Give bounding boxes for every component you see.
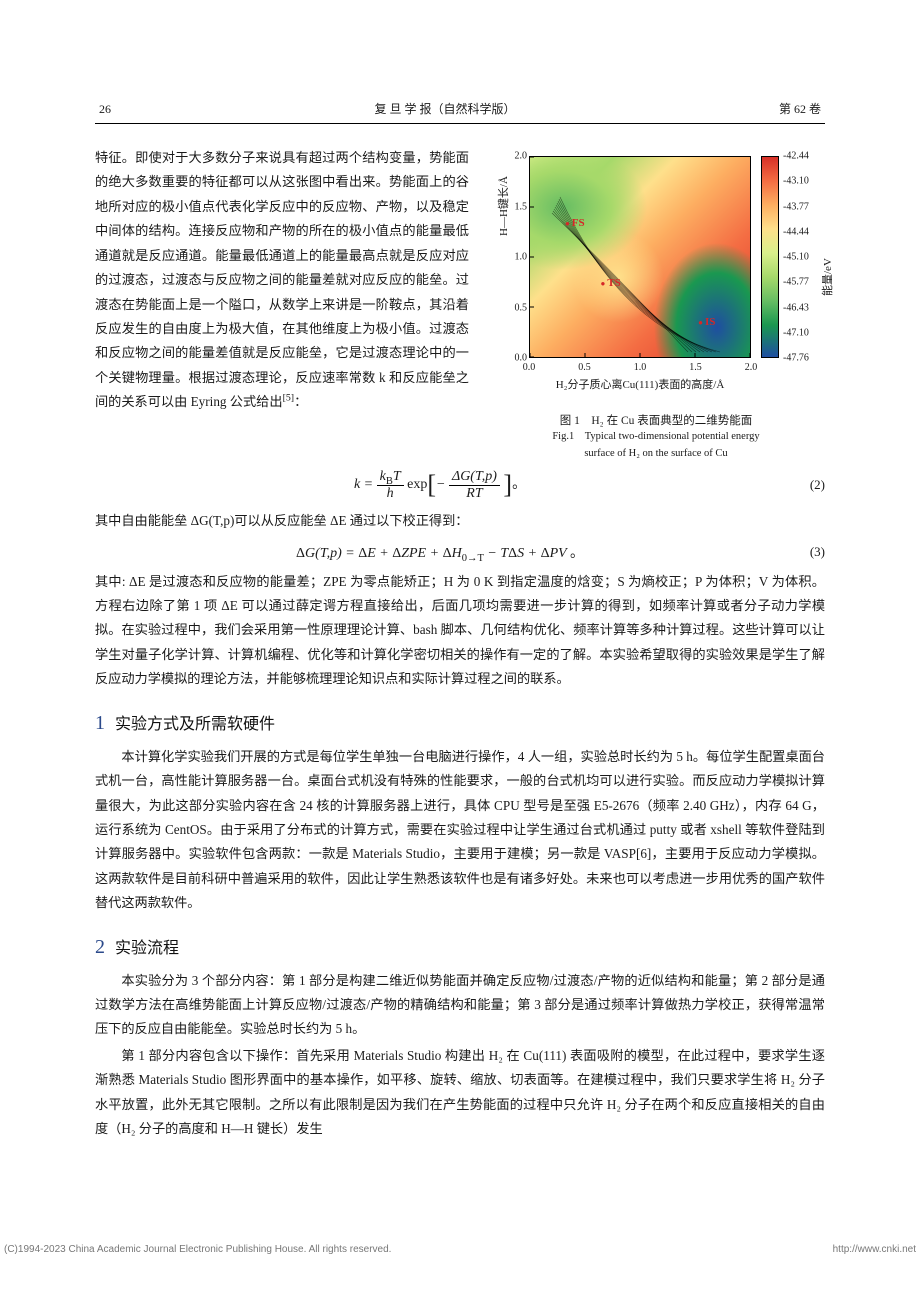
figure-1: 0.00.51.01.52.00.00.51.01.52.0-42.44-43.… [487,146,825,461]
equation-3-number: (3) [785,544,825,560]
journal-title: 复 旦 学 报（自然科学版） [374,100,515,117]
section-2-para-2: 第 1 部分内容包含以下操作：首先采用 Materials Studio 构建出… [95,1044,825,1142]
footer-copyright: (C)1994-2023 China Academic Journal Elec… [4,1244,391,1255]
citation-ref: [5] [283,393,295,404]
section-1-title: 实验方式及所需软硬件 [115,716,275,733]
text-figure-row: 特征。即使对于大多数分子来说具有超过两个结构变量，势能面的绝大多数重要的特征都可… [95,146,825,461]
section-1-number: 1 [95,712,105,735]
figure-caption-en-1: Fig.1 Typical two-dimensional potential … [487,430,825,445]
equation-2-number: (2) [785,477,825,493]
para-after-eq3: 其中: ΔE 是过渡态和反应物的能量差；ZPE 为零点能矫正；H 为 0 K 到… [95,570,825,692]
footer-url: http://www.cnki.net [833,1244,916,1255]
contour-chart: 0.00.51.01.52.00.00.51.01.52.0-42.44-43.… [487,146,825,408]
equation-2: k = kBTh exp[− ΔG(T,p)RT ]。 (2) [95,469,825,501]
y-axis-label: H—H键长/Å [495,176,511,236]
text-after-eq2: 其中自由能能垒 ΔG(T,p)可以从反应能垒 ΔE 通过以下校正得到： [95,509,825,533]
running-header: 26 复 旦 学 报（自然科学版） 第 62 卷 [95,100,825,117]
section-2-para-1: 本实验分为 3 个部分内容：第 1 部分是构建二维近似势能面并确定反应物/过渡态… [95,969,825,1042]
x-axis-label: H₂分子质心离Cu(111)表面的高度/Å [529,376,751,392]
plot-area [529,156,751,358]
equation-3: ΔG(T,p) = ΔE + ΔZPE + ΔH0→T − TΔS + ΔPV … [95,542,825,562]
colorbar-label: 能量/eV [819,258,835,296]
volume: 第 62 卷 [779,100,821,117]
page-number: 26 [99,102,111,117]
pes-marker-is: IS [698,316,715,328]
equation-2-body: k = kBTh exp[− ΔG(T,p)RT ]。 [95,469,785,501]
pes-marker-ts: TS [600,277,620,289]
body-text-left: 特征。即使对于大多数分子来说具有超过两个结构变量，势能面的绝大多数重要的特征都可… [95,146,469,415]
header-rule [95,123,825,124]
contour-svg [530,157,750,357]
section-2-heading: 2 实验流程 [95,934,825,959]
pes-marker-fs: FS [565,217,585,229]
page: 26 复 旦 学 报（自然科学版） 第 62 卷 特征。即使对于大多数分子来说具… [0,0,920,1204]
page-footer: (C)1994-2023 China Academic Journal Elec… [0,1244,920,1255]
colorbar [761,156,779,358]
body-paragraph: 特征。即使对于大多数分子来说具有超过两个结构变量，势能面的绝大多数重要的特征都可… [95,150,469,409]
section-1-heading: 1 实验方式及所需软硬件 [95,710,825,735]
section-1-para: 本计算化学实验我们开展的方式是每位学生单独一台电脑进行操作，4 人一组，实验总时… [95,745,825,916]
section-2-title: 实验流程 [115,940,179,957]
equation-3-body: ΔG(T,p) = ΔE + ΔZPE + ΔH0→T − TΔS + ΔPV … [95,542,785,562]
figure-caption-cn: 图 1 H₂ 在 Cu 表面典型的二维势能面 [487,412,825,428]
section-2-number: 2 [95,936,105,959]
figure-caption-en-2: surface of H₂ on the surface of Cu [487,447,825,462]
